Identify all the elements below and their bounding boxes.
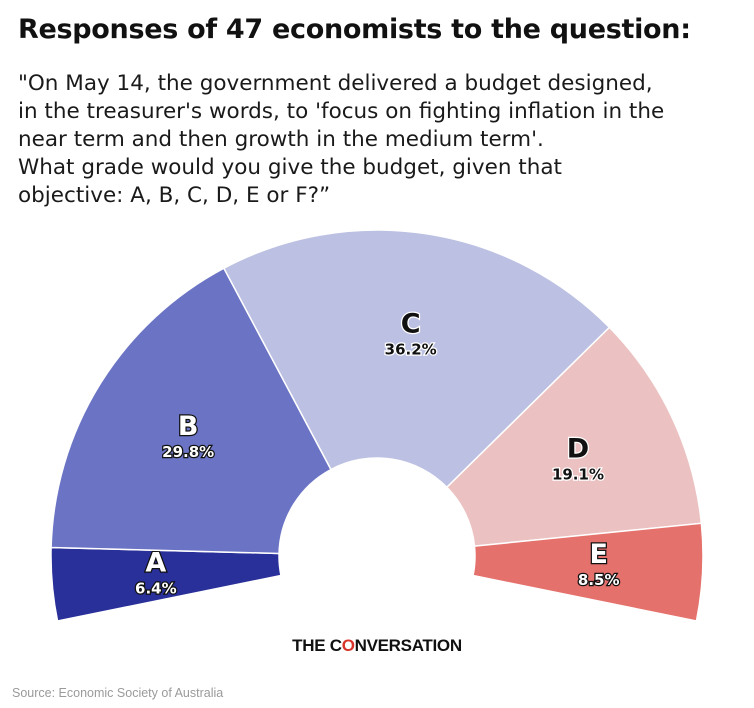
slice-label-C: C	[401, 309, 421, 340]
slice-label-E: E	[589, 539, 607, 570]
chart-title: Responses of 47 economists to the questi…	[18, 14, 691, 45]
question-line: in the treasurer's words, to 'focus on f…	[18, 99, 665, 124]
question-line: What grade would you give the budget, gi…	[18, 155, 562, 180]
slice-value-D: 19.1%	[552, 466, 604, 484]
slice-D	[445, 326, 703, 547]
source-note: Source: Economic Society of Australia	[12, 686, 224, 700]
slice-E	[472, 522, 704, 622]
question-line: "On May 14, the government delivered a b…	[18, 71, 653, 96]
the-conversation-logo: THE CONVERSATION	[292, 636, 462, 655]
speech-bubble-o: O	[341, 636, 355, 655]
slice-value-B: 29.8%	[162, 443, 214, 461]
slice-value-E: 8.5%	[578, 571, 620, 589]
slice-label-D: D	[567, 434, 589, 465]
slice-label-A: A	[145, 547, 166, 578]
slice-value-A: 6.4%	[135, 579, 177, 597]
slice-value-C: 36.2%	[385, 341, 437, 359]
question-line: near term and then growth in the medium …	[18, 127, 544, 152]
slice-label-B: B	[178, 411, 199, 442]
question-line: objective: A, B, C, D, E or F?”	[18, 183, 331, 208]
survey-question: "On May 14, the government delivered a b…	[18, 70, 738, 210]
slice-C	[222, 229, 611, 489]
